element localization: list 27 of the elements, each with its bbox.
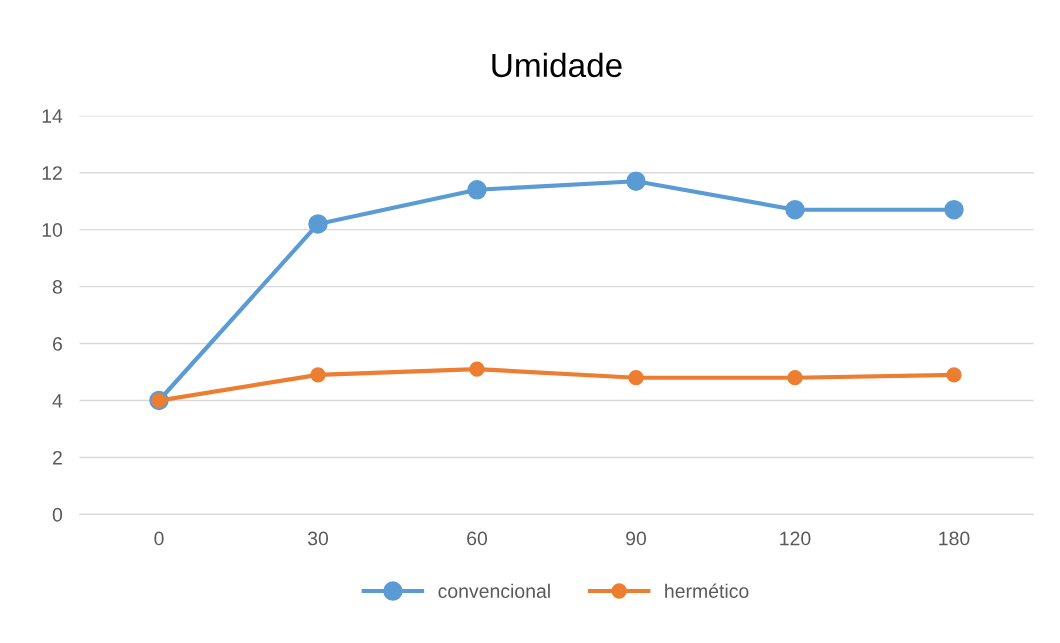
y-tick-label: 8 (52, 280, 62, 294)
x-tick-label: 0 (154, 531, 164, 546)
x-tick-label: 60 (467, 531, 488, 546)
y-tick-label: 2 (53, 450, 62, 465)
point (467, 180, 487, 200)
legend-label: hermético (665, 583, 749, 599)
point (310, 367, 326, 383)
y-tick-label: 10 (42, 223, 63, 237)
y-tick-label: 0 (52, 507, 63, 522)
chart-title: Umidade (492, 52, 622, 78)
y-tick-label: 14 (42, 109, 63, 123)
point (469, 361, 485, 377)
y-tick-label: 6 (53, 337, 62, 351)
y-tick-label: 4 (52, 394, 63, 408)
point (785, 199, 805, 220)
point (628, 370, 644, 386)
x-tick-label: 90 (626, 531, 647, 546)
x-tick-label: 30 (307, 531, 329, 546)
x-tick-label: 120 (780, 531, 811, 546)
point (946, 367, 962, 383)
point (308, 214, 328, 234)
y-tick-label: 12 (42, 166, 62, 180)
point (787, 370, 803, 386)
point (944, 199, 964, 220)
point (626, 171, 646, 191)
legend-label: convencional (438, 583, 550, 599)
x-tick-label: 180 (939, 531, 970, 546)
